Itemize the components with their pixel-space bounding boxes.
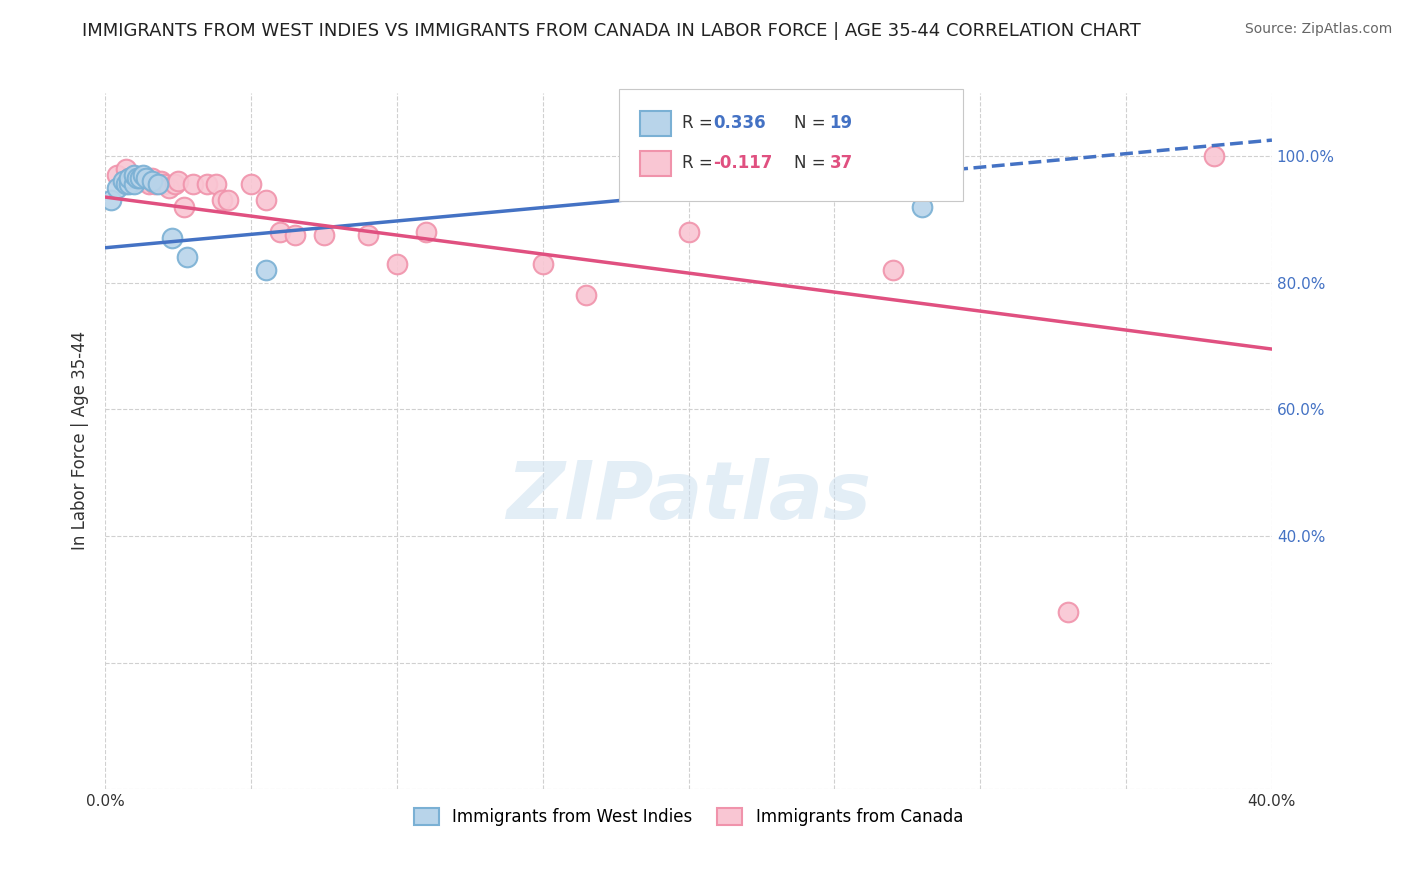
Point <box>284 228 307 243</box>
Point <box>882 263 904 277</box>
Point <box>117 171 139 186</box>
Point <box>149 174 172 188</box>
Text: 19: 19 <box>830 114 852 132</box>
Point <box>105 168 128 182</box>
Point <box>141 174 163 188</box>
Point <box>117 171 139 186</box>
Point <box>146 178 169 192</box>
Point <box>176 250 198 264</box>
Point <box>195 178 218 192</box>
Point <box>678 225 700 239</box>
Text: IMMIGRANTS FROM WEST INDIES VS IMMIGRANTS FROM CANADA IN LABOR FORCE | AGE 35-44: IMMIGRANTS FROM WEST INDIES VS IMMIGRANT… <box>82 22 1142 40</box>
Point <box>1202 149 1225 163</box>
Point <box>531 257 554 271</box>
Point <box>415 225 437 239</box>
Point <box>911 200 934 214</box>
Point <box>157 180 180 194</box>
Point <box>129 171 152 186</box>
Text: Source: ZipAtlas.com: Source: ZipAtlas.com <box>1244 22 1392 37</box>
Point <box>132 171 155 186</box>
Point <box>114 161 136 176</box>
Point <box>205 178 228 192</box>
Text: R =: R = <box>682 154 718 172</box>
Point <box>312 228 335 243</box>
Point <box>575 288 598 302</box>
Point <box>152 178 174 192</box>
Point <box>111 174 134 188</box>
Point <box>357 228 380 243</box>
Point <box>211 194 233 208</box>
Y-axis label: In Labor Force | Age 35-44: In Labor Force | Age 35-44 <box>72 331 89 550</box>
Text: 37: 37 <box>830 154 853 172</box>
Point <box>127 171 149 186</box>
Point <box>217 194 239 208</box>
Point <box>852 149 875 163</box>
Point <box>135 171 157 186</box>
Point <box>141 171 163 186</box>
Point <box>165 178 187 192</box>
Text: N =: N = <box>794 114 831 132</box>
Point <box>240 178 263 192</box>
Point <box>173 200 195 214</box>
Point <box>117 178 139 192</box>
Point <box>124 168 146 182</box>
Point <box>105 180 128 194</box>
Text: ZIPatlas: ZIPatlas <box>506 458 872 535</box>
Point <box>181 178 204 192</box>
Point <box>138 178 160 192</box>
Point <box>127 171 149 186</box>
Point <box>254 263 277 277</box>
Point <box>121 171 143 186</box>
Text: -0.117: -0.117 <box>713 154 772 172</box>
Point <box>124 174 146 188</box>
Text: N =: N = <box>794 154 831 172</box>
Point <box>254 194 277 208</box>
Point <box>143 178 166 192</box>
Point <box>1056 605 1078 619</box>
Point <box>135 174 157 188</box>
Point <box>132 168 155 182</box>
Text: R =: R = <box>682 114 718 132</box>
Point <box>129 171 152 186</box>
Point <box>385 257 408 271</box>
Text: 0.336: 0.336 <box>713 114 765 132</box>
Point <box>269 225 291 239</box>
Point <box>100 194 122 208</box>
Point <box>162 231 184 245</box>
Legend: Immigrants from West Indies, Immigrants from Canada: Immigrants from West Indies, Immigrants … <box>408 802 970 833</box>
Point <box>167 174 190 188</box>
Point <box>114 178 136 192</box>
Point <box>124 178 146 192</box>
